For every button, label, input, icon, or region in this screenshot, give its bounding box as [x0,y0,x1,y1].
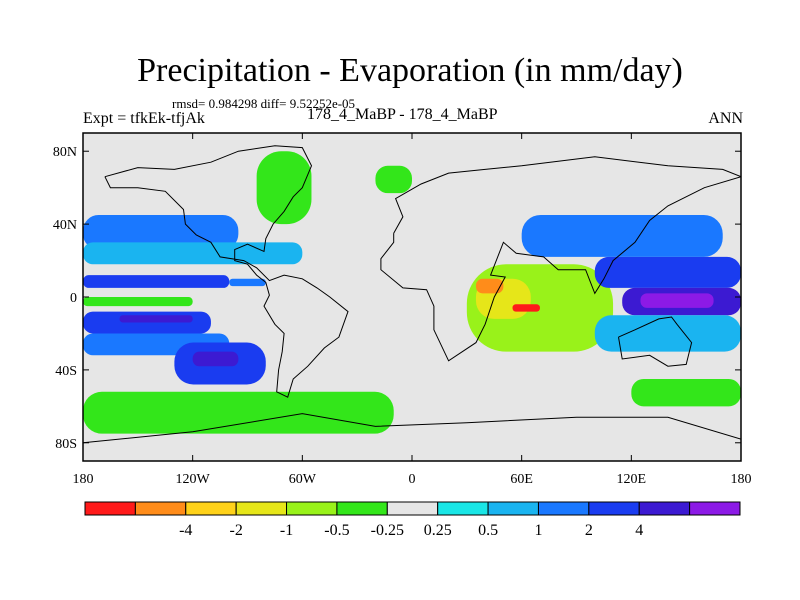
x-tick-label: 180 [73,472,94,487]
coastline [618,316,693,367]
y-tick-label: 0 [70,291,77,306]
experiment-label: Expt = tfkEk-tfjAk [83,110,205,127]
coastline [380,156,741,362]
colorbar-swatch [134,501,187,516]
colorbar-swatch [235,501,288,516]
case-label: 178_4_MaBP - 178_4_MaBP [307,106,498,123]
colorbar-swatch [537,501,590,516]
contour-region [256,151,312,225]
contour-region [83,297,193,307]
colorbar-label: 1 [534,522,542,539]
colorbar-swatch [185,501,237,516]
contour-region [521,215,723,257]
colorbar-swatch [286,501,338,516]
contour-region [375,165,412,194]
chart-title: Precipitation - Evaporation (in mm/day) [137,52,683,89]
colorbar-label: 0.5 [478,522,498,539]
colorbar-swatch [84,501,136,516]
colorbar-label: -2 [229,522,242,539]
y-tick-label: 80S [55,437,77,452]
colorbar-swatch [386,501,439,516]
y-tick-label: 40N [53,218,77,233]
stats-text: rmsd= 0.984298 diff= 9.52252e-05 [172,96,356,111]
contour-region [83,275,230,288]
contour-region [512,304,540,312]
contour-region [119,315,193,323]
colorbar-swatch [588,501,640,516]
colorbar-label: 4 [635,522,643,539]
colorbar-swatch [487,501,539,516]
y-tick-label: 40S [55,364,77,379]
contour-region [192,351,239,367]
x-tick-label: 60W [289,472,317,487]
season-label: ANN [708,110,743,127]
colorbar-label: -0.25 [371,522,404,539]
colorbar-label: 0.25 [424,522,452,539]
contour-region [83,215,239,250]
colorbar-label: -0.5 [324,522,349,539]
coastline [104,145,349,398]
contour-region [229,278,266,287]
x-tick-label: 60E [510,472,533,487]
colorbar-swatch [336,501,388,516]
x-tick-label: 120W [176,472,211,487]
contour-region [475,278,504,294]
contour-region [594,315,741,352]
x-tick-label: 120E [617,472,647,487]
colorbar-label: -1 [280,522,293,539]
contour-region [594,256,741,288]
x-tick-label: 0 [409,472,416,487]
colorbar-swatch [689,501,741,516]
y-tick-label: 80N [53,145,77,160]
coastline [83,413,741,444]
colorbar-label: 2 [585,522,593,539]
colorbar-swatch [437,501,489,516]
colorbar-swatch [638,501,691,516]
colorbar-label: -4 [179,522,192,539]
x-tick-label: 180 [731,472,752,487]
contour-region [640,293,714,308]
contour-region [83,391,394,434]
contour-region [631,379,741,407]
contour-region [83,242,303,265]
